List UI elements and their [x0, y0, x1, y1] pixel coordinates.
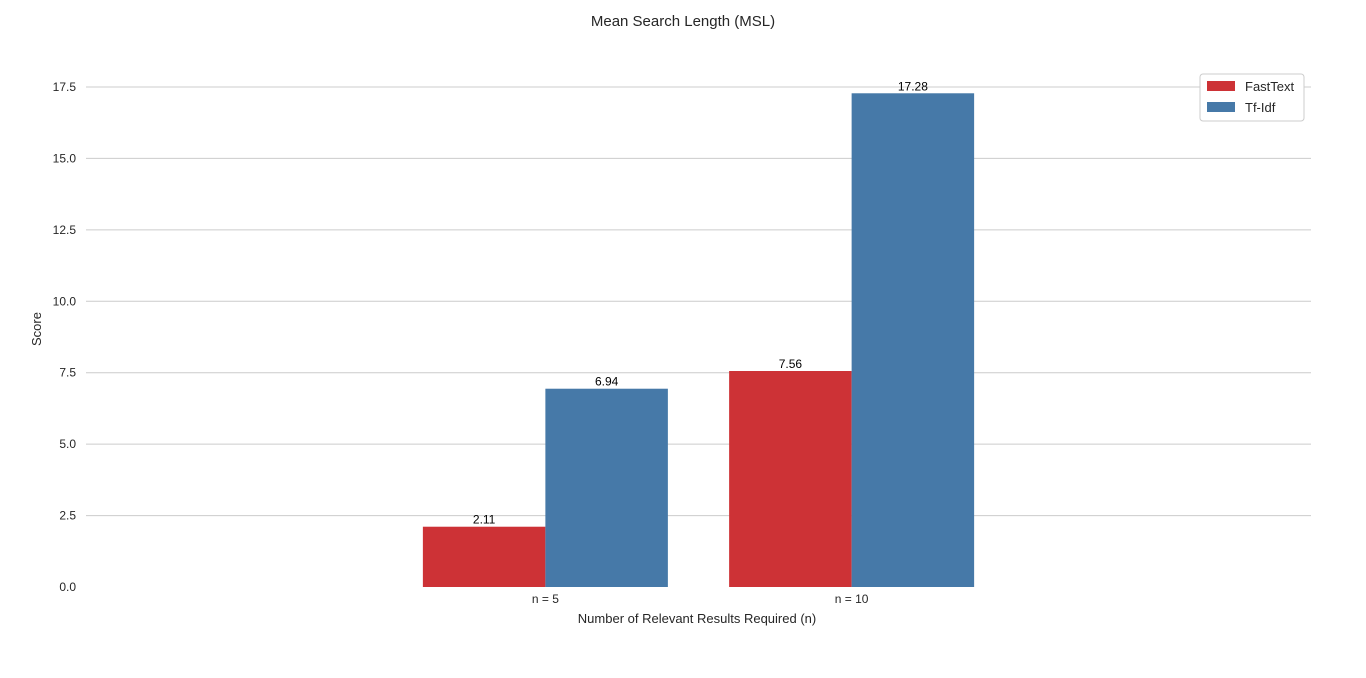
legend-label: FastText [1245, 79, 1295, 94]
y-tick-label: 17.5 [53, 80, 77, 94]
x-tick-label: n = 10 [835, 592, 869, 606]
y-tick-label: 0.0 [59, 580, 76, 594]
data-labels: 2.11 6.94 7.56 17.28 [473, 79, 928, 526]
x-axis-ticks: n = 5 n = 10 [532, 592, 869, 606]
y-tick-label: 12.5 [53, 223, 77, 237]
data-label: 6.94 [595, 375, 619, 389]
y-axis-ticks: 0.0 2.5 5.0 7.5 10.0 12.5 15.0 17.5 [53, 80, 77, 594]
y-tick-label: 10.0 [53, 294, 77, 308]
chart-title: Mean Search Length (MSL) [591, 13, 775, 30]
y-tick-label: 7.5 [59, 366, 76, 380]
bars [422, 93, 975, 588]
bar-fasttext-1 [422, 526, 546, 587]
data-label: 2.11 [473, 513, 496, 527]
x-tick-label: n = 5 [532, 592, 559, 606]
legend-swatch [1207, 81, 1235, 91]
x-axis-label: Number of Relevant Results Required (n) [578, 611, 816, 626]
bar-tf-idf-1 [545, 388, 668, 587]
y-tick-label: 2.5 [59, 509, 76, 523]
legend-label: Tf-Idf [1245, 100, 1276, 115]
bar-fasttext-2 [729, 371, 852, 587]
y-tick-label: 5.0 [59, 437, 76, 451]
gridlines [86, 86, 1311, 517]
bar-tf-idf-2 [851, 93, 975, 588]
y-tick-label: 15.0 [53, 151, 77, 165]
y-axis-label: Score [29, 312, 44, 346]
data-label: 7.56 [779, 357, 803, 371]
legend: FastText Tf-Idf [1199, 73, 1305, 122]
data-label: 17.28 [898, 79, 928, 93]
legend-swatch [1207, 102, 1235, 112]
